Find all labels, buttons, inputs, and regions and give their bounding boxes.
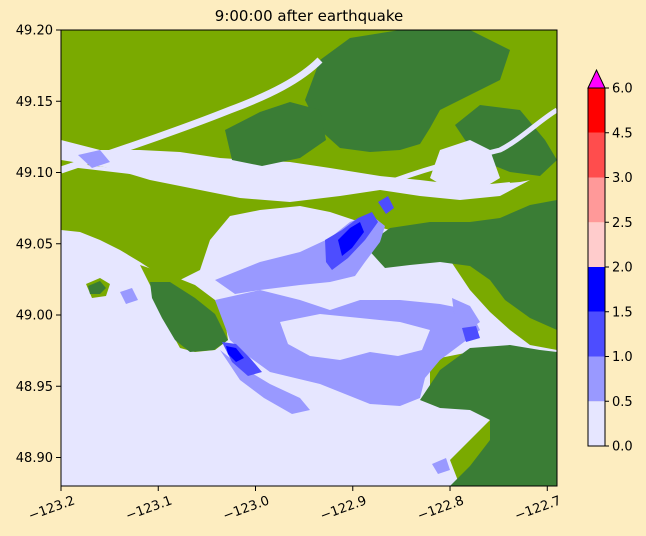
colorbar: 0.0 0.5 1.0 1.5 2.0 2.5 3.0 4.5 6.0 (587, 68, 633, 455)
calm-interior (280, 314, 430, 360)
inundation-medium-3 (378, 196, 394, 214)
colorbar-tick-label: 0.0 (612, 440, 633, 455)
x-tick-label: −123.1 (124, 493, 174, 524)
bay-inlet (430, 140, 500, 190)
colorbar-tick-label: 4.5 (612, 126, 633, 141)
inundation-high-1 (338, 222, 364, 256)
upland-west-islet (88, 281, 106, 294)
inundation-medium-4 (462, 326, 480, 342)
colorbar-tick-label: 2.5 (612, 216, 633, 231)
inundation-high-2 (226, 346, 244, 362)
y-tick-label: 49.00 (16, 309, 53, 324)
river-channel-2 (69, 163, 511, 190)
x-tick-label: −123.2 (27, 493, 77, 524)
upland-north-east (305, 30, 510, 152)
y-tick-label: 48.95 (16, 380, 53, 395)
colorbar-segment (588, 311, 605, 357)
colorbar-tick-label: 1.0 (612, 350, 633, 365)
colorbar-segment (588, 177, 605, 223)
land-central-shore (61, 160, 557, 280)
river-channel (61, 57, 323, 174)
x-tick-label: −122.8 (416, 493, 466, 524)
colorbar-segment (588, 88, 605, 133)
x-tick-label: −122.7 (513, 493, 563, 524)
map-area (61, 30, 557, 486)
colorbar-segment (588, 401, 605, 446)
upland-center (225, 102, 326, 166)
colorbar-tick-label: 6.0 (612, 82, 633, 97)
x-axis: −123.2 −123.1 −123.0 −122.9 −122.8 −122.7 (27, 486, 563, 524)
upland-southwest (150, 282, 228, 352)
upland-east (365, 200, 557, 330)
y-tick-label: 49.15 (16, 95, 53, 110)
y-tick-label: 49.05 (16, 237, 53, 252)
y-tick-label: 49.10 (16, 166, 53, 181)
colorbar-segment (588, 267, 605, 312)
colorbar-tick-label: 2.0 (612, 261, 633, 276)
inundation-west-fringe (120, 288, 138, 304)
inundation-band-southwest (220, 350, 310, 414)
inundation-southeast (432, 458, 450, 474)
plot-frame (60, 29, 558, 487)
x-tick-label: −123.0 (221, 493, 271, 524)
colorbar-segment (588, 222, 605, 267)
colorbar-extend-arrow (587, 68, 606, 89)
colorbar-segment (588, 132, 605, 178)
colorbar-tick-label: 0.5 (612, 395, 633, 410)
river-channel-3 (379, 107, 557, 189)
x-tick-label: −122.9 (318, 493, 368, 524)
y-tick-label: 49.20 (16, 24, 53, 39)
colorbar-tick-label: 3.0 (612, 171, 633, 186)
colorbar-tick-label: 1.5 (612, 305, 633, 320)
upland-southeast (420, 345, 557, 486)
chart-title: 9:00:00 after earthquake (215, 7, 403, 25)
inundation-northwest-fringe (78, 150, 110, 168)
inundation-east (452, 298, 480, 330)
y-tick-label: 48.90 (16, 451, 53, 466)
y-axis: 48.90 48.95 49.00 49.05 49.10 49.15 49.20 (16, 24, 61, 466)
colorbar-segment (588, 356, 605, 402)
